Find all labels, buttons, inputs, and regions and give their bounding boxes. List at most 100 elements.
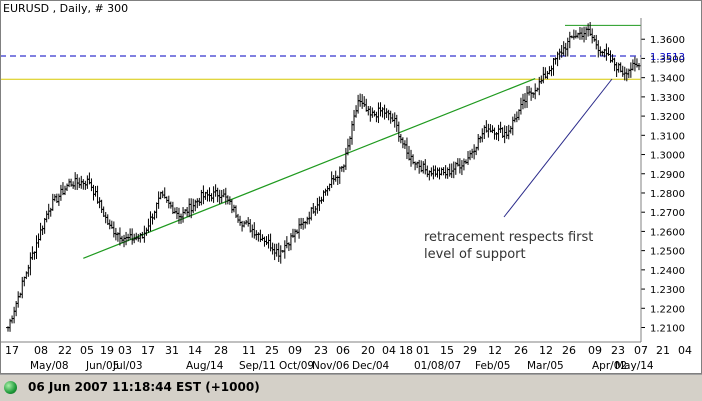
ohlc-bar: [512, 113, 517, 123]
ohlc-bar: [358, 93, 363, 107]
ohlc-bar: [433, 165, 438, 177]
ohlc-bar: [435, 167, 440, 178]
ohlc-bar: [333, 170, 338, 182]
ohlc-bar: [523, 93, 528, 109]
ohlc-bar: [20, 276, 25, 299]
x-tick-label-date: Aug/14: [186, 360, 224, 372]
ohlc-bar: [207, 187, 212, 202]
ohlc-bar: [65, 183, 70, 192]
ohlc-bar: [463, 159, 468, 165]
ohlc-bar: [610, 54, 615, 63]
ohlc-bar: [490, 125, 495, 134]
ohlc-bar: [571, 29, 576, 40]
ohlc-bar: [258, 229, 263, 243]
ohlc-bar: [470, 148, 475, 159]
ohlc-bar: [260, 234, 265, 241]
ohlc-bar: [480, 128, 485, 143]
ohlc-bar: [335, 175, 340, 186]
ohlc-bar: [250, 224, 255, 238]
annotation-text-line1: retracement respects first: [424, 230, 593, 245]
x-tick-label-date: Jun/05: [85, 360, 119, 372]
ohlc-bar: [514, 111, 519, 123]
ohlc-bar: [67, 178, 72, 188]
ohlc-bar: [392, 112, 397, 128]
ohlc-bar: [398, 133, 403, 144]
ohlc-bar: [634, 58, 639, 68]
ohlc-bar: [16, 291, 21, 308]
chart-border: [0, 0, 702, 374]
current-price-label: 1.3513: [650, 52, 685, 63]
ohlc-bar: [56, 193, 61, 206]
ohlc-bar: [221, 189, 226, 198]
ohlc-bar: [502, 125, 507, 144]
x-tick-label-day: 20: [361, 344, 375, 357]
ohlc-bar: [10, 315, 15, 324]
ohlc-bar: [305, 216, 310, 225]
x-tick-label-date: Apr/02: [592, 360, 627, 372]
ohlc-bar: [457, 158, 462, 174]
ohlc-bar: [541, 66, 546, 84]
ohlc-bar: [71, 181, 76, 189]
ohlc-bar: [18, 292, 23, 298]
ohlc-bar: [443, 165, 448, 179]
ohlc-bar: [592, 35, 597, 42]
ohlc-bar: [36, 233, 41, 248]
ohlc-bar: [295, 229, 300, 235]
ohlc-bar: [520, 93, 525, 110]
y-tick-label: 1.2700: [650, 208, 685, 219]
x-tick-label-date: Mar/05: [527, 360, 564, 372]
ohlc-bar: [343, 147, 348, 170]
ohlc-bar: [494, 131, 499, 140]
ohlc-bar: [73, 172, 78, 190]
ohlc-bar: [510, 116, 515, 136]
y-tick-label: 1.3500: [650, 54, 685, 65]
y-tick-label: 1.2200: [650, 304, 685, 315]
x-tick-label-day: 22: [58, 344, 72, 357]
ohlc-bar: [400, 137, 405, 149]
ohlc-bar: [437, 167, 442, 180]
ohlc-bar: [421, 161, 426, 174]
ohlc-bar: [309, 207, 314, 221]
ohlc-bar: [187, 198, 192, 218]
x-tick-label-date: Jul/03: [112, 360, 143, 372]
ohlc-bar: [164, 196, 169, 203]
ohlc-bar: [75, 174, 80, 191]
x-tick-label-day: 14: [188, 344, 202, 357]
ohlc-bar: [557, 48, 562, 60]
ohlc-bar: [323, 188, 328, 196]
ohlc-bar: [447, 163, 452, 177]
ohlc-bar: [508, 125, 513, 134]
ohlc-bar: [172, 207, 177, 214]
ohlc-bar: [181, 207, 186, 223]
x-tick-label-day: 28: [214, 344, 228, 357]
ohlc-bar: [461, 158, 466, 171]
ohlc-bar: [303, 220, 308, 229]
ohlc-bar: [313, 205, 318, 216]
y-tick-label: 1.3600: [650, 35, 685, 46]
x-tick-label-day: 09: [288, 344, 302, 357]
x-tick-label-day: 23: [314, 344, 328, 357]
ohlc-bar: [252, 222, 257, 239]
ohlc-bar: [362, 96, 367, 108]
ohlc-bar: [168, 201, 173, 209]
x-tick-label-date: 01/08/07: [414, 360, 461, 372]
ohlc-bar: [81, 179, 86, 190]
x-tick-label-date: Sep/11: [239, 360, 276, 372]
ohlc-bar: [144, 227, 149, 236]
ohlc-bar: [34, 235, 39, 260]
ohlc-bar: [388, 110, 393, 124]
ohlc-bar: [28, 252, 33, 276]
y-tick-label: 1.3300: [650, 93, 685, 104]
ohlc-bar: [339, 165, 344, 172]
annotation-pointer: [503, 78, 613, 218]
ohlc-bar: [85, 175, 90, 189]
ohlc-bar: [160, 190, 165, 198]
ohlc-bar: [573, 30, 578, 39]
ohlc-bar: [248, 219, 253, 233]
ohlc-bar: [256, 232, 261, 242]
ohlc-bar: [272, 243, 277, 261]
ohlc-bar: [89, 178, 94, 192]
ohlc-bar: [451, 161, 456, 179]
status-datetime: 06 Jun 2007 11:18:44 EST (+1000): [28, 380, 260, 394]
y-tick-label: 1.3100: [650, 131, 685, 142]
